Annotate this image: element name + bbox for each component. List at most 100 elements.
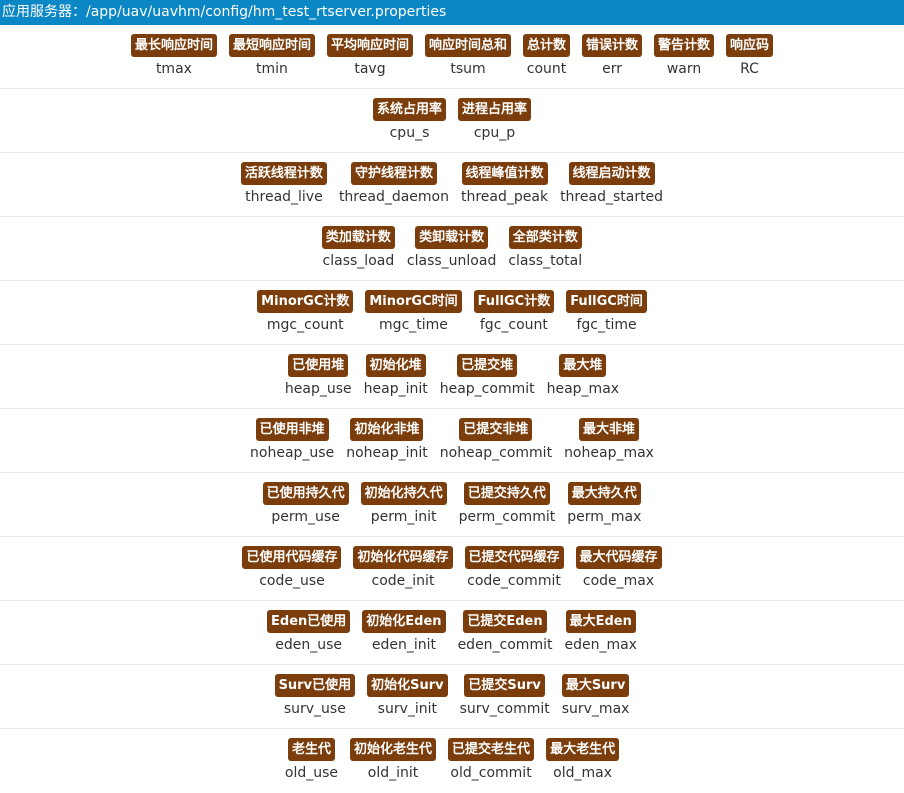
metric-code: eden_use: [275, 637, 343, 653]
metric-code: surv_use: [283, 701, 346, 717]
metric-code: thread_started: [560, 189, 664, 205]
metric-label-badge[interactable]: 最长响应时间: [130, 34, 217, 57]
metric-label-badge[interactable]: 已提交老生代: [448, 738, 535, 761]
metric-label-badge[interactable]: MinorGC时间: [365, 290, 462, 313]
metric-item: 已提交Eden eden_commit: [457, 610, 553, 653]
metric-label-badge[interactable]: 活跃线程计数: [240, 162, 327, 185]
metric-label-badge[interactable]: 初始化堆: [365, 354, 426, 377]
metric-label-badge[interactable]: 线程启动计数: [568, 162, 655, 185]
metric-item: 响应时间总和 tsum: [424, 34, 511, 77]
metric-code: RC: [740, 61, 759, 77]
metric-label-badge[interactable]: 初始化非堆: [350, 418, 424, 441]
metric-label-badge[interactable]: 进程占用率: [458, 98, 532, 121]
metric-code: mgc_time: [379, 317, 448, 333]
metric-code: tmin: [256, 61, 288, 77]
metric-item: 平均响应时间 tavg: [326, 34, 413, 77]
metric-label-badge[interactable]: Eden已使用: [267, 610, 351, 633]
metric-label-badge[interactable]: 最大代码缓存: [575, 546, 662, 569]
metric-label-badge[interactable]: 已提交堆: [457, 354, 518, 377]
metric-label-badge[interactable]: FullGC时间: [566, 290, 647, 313]
metric-item: 已使用代码缓存 code_use: [242, 546, 342, 589]
metric-item: 已使用持久代 perm_use: [262, 482, 349, 525]
metric-item: 最大持久代 perm_max: [567, 482, 641, 525]
metric-label-badge[interactable]: 类卸载计数: [415, 226, 489, 249]
metric-code: eden_max: [564, 637, 637, 653]
metric-row: 老生代 old_use 初始化老生代 old_init 已提交老生代 old_commit…: [0, 729, 904, 793]
metrics-list: 最长响应时间 tmax 最短响应时间 tmin 平均响应时间 tavg 响应时间总和 tsum…: [0, 25, 904, 793]
metric-code: old_use: [284, 765, 339, 781]
metric-item: 初始化持久代 perm_init: [360, 482, 447, 525]
metric-code: class_total: [508, 253, 583, 269]
metric-label-badge[interactable]: 已提交持久代: [463, 482, 550, 505]
metric-label-badge[interactable]: 最短响应时间: [228, 34, 315, 57]
metric-code: heap_init: [363, 381, 428, 397]
metric-label-badge[interactable]: 线程峰值计数: [461, 162, 548, 185]
metric-code: old_init: [367, 765, 419, 781]
metric-code: tmax: [155, 61, 192, 77]
metric-item: 已提交非堆 noheap_commit: [440, 418, 552, 461]
metric-label-badge[interactable]: 类加载计数: [321, 226, 395, 249]
metric-label-badge[interactable]: 已提交代码缓存: [464, 546, 564, 569]
metric-label-badge[interactable]: 初始化Eden: [362, 610, 446, 633]
metric-item: 初始化代码缓存 code_init: [353, 546, 453, 589]
metric-code: noheap_use: [250, 445, 335, 461]
metric-item: 最短响应时间 tmin: [228, 34, 315, 77]
metric-label-badge[interactable]: 总计数: [523, 34, 571, 57]
metric-item: 活跃线程计数 thread_live: [240, 162, 327, 205]
metric-item: 初始化非堆 noheap_init: [346, 418, 428, 461]
metric-label-badge[interactable]: 已使用持久代: [262, 482, 349, 505]
metric-label-badge[interactable]: 初始化代码缓存: [353, 546, 453, 569]
metric-item: 全部类计数 class_total: [508, 226, 582, 269]
metric-item: FullGC时间 fgc_time: [566, 290, 647, 333]
metric-label-badge[interactable]: 系统占用率: [372, 98, 446, 121]
metric-item: 已使用堆 heap_use: [285, 354, 352, 397]
metric-label-badge[interactable]: 已提交Surv: [464, 674, 545, 697]
metric-label-badge[interactable]: 已使用代码缓存: [242, 546, 342, 569]
metric-code: thread_peak: [460, 189, 549, 205]
page-title: 应用服务器：/app/uav/uavhm/config/hm_test_rtse…: [2, 4, 447, 20]
metric-label-badge[interactable]: 已使用非堆: [255, 418, 329, 441]
metric-label-badge[interactable]: Surv已使用: [274, 674, 356, 697]
metric-label-badge[interactable]: 最大堆: [559, 354, 607, 377]
metric-label-badge[interactable]: FullGC计数: [473, 290, 555, 313]
metric-label-badge[interactable]: 最大老生代: [546, 738, 620, 761]
metric-label-badge[interactable]: 老生代: [287, 738, 335, 761]
metric-label-badge[interactable]: 全部类计数: [508, 226, 582, 249]
metric-label-badge[interactable]: 初始化Surv: [367, 674, 448, 697]
metric-label-badge[interactable]: 最大持久代: [567, 482, 641, 505]
metric-item: 初始化Surv surv_init: [367, 674, 448, 717]
metric-item: MinorGC时间 mgc_time: [365, 290, 462, 333]
metric-code: fgc_count: [479, 317, 548, 333]
metric-code: thread_daemon: [338, 189, 449, 205]
metric-label-badge[interactable]: 最大非堆: [579, 418, 640, 441]
metric-label-badge[interactable]: 初始化持久代: [360, 482, 447, 505]
metric-label-badge[interactable]: 错误计数: [582, 34, 643, 57]
metric-item: 总计数 count: [523, 34, 571, 77]
metric-label-badge[interactable]: 响应码: [726, 34, 774, 57]
metric-label-badge[interactable]: 最大Eden: [565, 610, 636, 633]
metric-label-badge[interactable]: MinorGC计数: [257, 290, 354, 313]
metric-code: noheap_max: [564, 445, 654, 461]
metric-label-badge[interactable]: 平均响应时间: [326, 34, 413, 57]
metric-code: heap_commit: [439, 381, 535, 397]
metric-code: heap_max: [546, 381, 620, 397]
metric-label-badge[interactable]: 警告计数: [654, 34, 715, 57]
metric-code: err: [602, 61, 622, 77]
metric-label-badge[interactable]: 响应时间总和: [424, 34, 511, 57]
metric-row: MinorGC计数 mgc_count MinorGC时间 mgc_time FullG…: [0, 281, 904, 345]
metric-row: 系统占用率 cpu_s 进程占用率 cpu_p: [0, 89, 904, 153]
metric-item: 已提交Surv surv_commit: [460, 674, 550, 717]
metric-label-badge[interactable]: 已使用堆: [288, 354, 349, 377]
metric-label-badge[interactable]: 已提交Eden: [463, 610, 547, 633]
metric-item: 线程启动计数 thread_started: [560, 162, 663, 205]
metric-label-badge[interactable]: 守护线程计数: [350, 162, 437, 185]
metric-label-badge[interactable]: 已提交非堆: [459, 418, 533, 441]
metric-row: 已使用非堆 noheap_use 初始化非堆 noheap_init 已提交非堆 nohe…: [0, 409, 904, 473]
metric-item: 类卸载计数 class_unload: [407, 226, 496, 269]
metric-item: 最长响应时间 tmax: [130, 34, 217, 77]
metric-code: eden_commit: [457, 637, 553, 653]
metric-row: Eden已使用 eden_use 初始化Eden eden_init 已提交Eden ed…: [0, 601, 904, 665]
metric-label-badge[interactable]: 最大Surv: [561, 674, 630, 697]
metric-item: 已提交老生代 old_commit: [448, 738, 535, 781]
metric-label-badge[interactable]: 初始化老生代: [350, 738, 437, 761]
